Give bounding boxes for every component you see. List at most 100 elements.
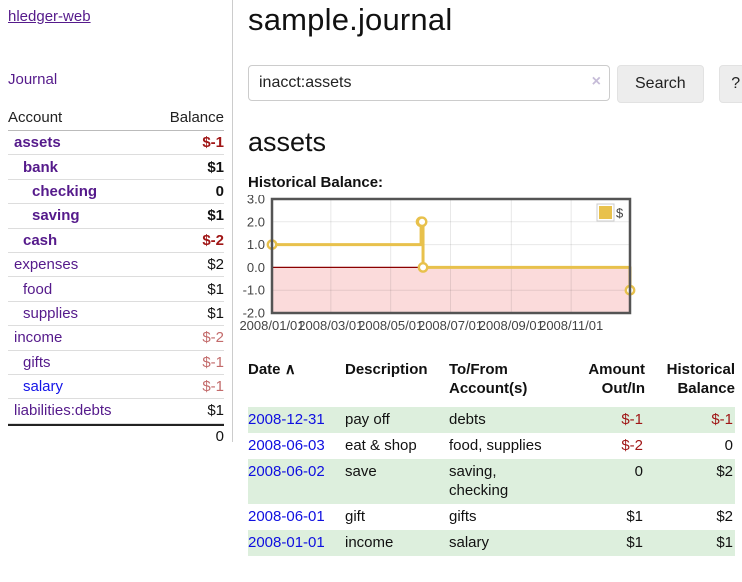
account-link[interactable]: cash	[23, 231, 58, 249]
svg-text:2008/05/01: 2008/05/01	[358, 318, 423, 333]
account-link[interactable]: liabilities:debts	[14, 402, 112, 420]
app-title-link[interactable]: hledger-web	[8, 8, 91, 25]
clear-search-icon[interactable]: ×	[591, 73, 601, 90]
account-link[interactable]: assets	[14, 134, 61, 152]
page-title: sample.journal	[248, 2, 453, 37]
account-balance: $2	[207, 256, 224, 274]
transaction-description: pay off	[345, 411, 390, 428]
account-link[interactable]: food	[23, 280, 53, 298]
account-balance: 0	[215, 182, 224, 200]
sort-ascending-icon: ∧	[284, 361, 296, 378]
svg-text:$: $	[616, 206, 624, 221]
search-form: × Search ?	[248, 65, 742, 103]
accounts-table: Account Balance assets $-1 bank $1 checking 0…	[8, 106, 224, 448]
date-column-header[interactable]: Date ∧	[248, 361, 296, 378]
svg-text:2008/11/01: 2008/11/01	[539, 318, 603, 333]
account-link[interactable]: checking	[32, 182, 98, 200]
svg-text:-1.0: -1.0	[243, 283, 265, 298]
transaction-balance: $2	[716, 508, 733, 525]
transaction-row[interactable]: 2008-06-02 save saving, checking 0 $2	[248, 459, 735, 504]
svg-text:0.0: 0.0	[247, 260, 265, 275]
transaction-date-link[interactable]: 2008-06-02	[248, 463, 325, 480]
account-balance: $-1	[202, 134, 224, 152]
main-content: sample.journal × Search ? assets Histori…	[233, 0, 742, 582]
account-row: gifts $-1	[8, 351, 224, 375]
account-row: bank $1	[8, 155, 224, 180]
transaction-balance: $2	[716, 463, 733, 480]
account-row: expenses $2	[8, 253, 224, 278]
sidebar-item-journal[interactable]: Journal	[8, 71, 58, 88]
transaction-accounts: salary	[449, 534, 490, 551]
transaction-row[interactable]: 2008-12-31 pay off debts $-1 $-1	[248, 407, 735, 433]
account-link[interactable]: salary	[23, 378, 64, 396]
account-row: checking 0	[8, 180, 224, 205]
account-link[interactable]: income	[14, 329, 63, 347]
account-link[interactable]: gifts	[23, 353, 51, 371]
register-header-row: Date ∧ Description To/From Account(s) Amo…	[248, 360, 735, 407]
transaction-date-link[interactable]: 2008-06-03	[248, 437, 325, 454]
chart-canvas: 3.0 2.0 1.0 0.0 -1.0 -2.02008/01/012008/03/01…	[239, 192, 636, 333]
account-row: income $-2	[8, 326, 224, 351]
transaction-accounts: debts	[449, 411, 486, 428]
accounts-table-body: assets $-1 bank $1 checking 0 saving $1 cash $-2 e…	[8, 131, 224, 424]
transaction-amount: $1	[626, 508, 643, 525]
account-link[interactable]: expenses	[14, 256, 79, 274]
account-balance: $1	[207, 158, 224, 176]
account-heading: assets	[248, 127, 327, 157]
svg-text:3.0: 3.0	[247, 195, 265, 207]
svg-text:1.0: 1.0	[247, 237, 265, 252]
accounts-total-value: 0	[215, 428, 224, 446]
transaction-description: income	[345, 534, 394, 551]
transaction-accounts: food, supplies	[449, 437, 542, 454]
account-balance: $1	[207, 280, 224, 298]
account-link[interactable]: bank	[23, 158, 59, 176]
sidebar: hledger-web Journal Account Balance asse…	[0, 0, 233, 445]
accounts-total-row: 0	[8, 423, 224, 448]
search-input[interactable]	[248, 65, 610, 101]
description-column-header: Description	[345, 361, 428, 378]
account-row: saving $1	[8, 204, 224, 229]
account-row: food $1	[8, 277, 224, 302]
svg-text:2008/09/01: 2008/09/01	[479, 318, 544, 333]
transaction-accounts: gifts	[449, 508, 477, 525]
transaction-amount: $1	[626, 534, 643, 551]
account-balance: $-1	[202, 353, 224, 371]
transaction-amount: $-1	[621, 411, 643, 428]
transaction-row[interactable]: 2008-06-01 gift gifts $1 $2	[248, 504, 735, 530]
transaction-amount: 0	[634, 463, 643, 480]
account-link[interactable]: supplies	[23, 304, 79, 322]
account-row: cash $-2	[8, 229, 224, 253]
account-balance: $-2	[202, 329, 224, 347]
account-balance: $1	[207, 207, 224, 225]
accounts-table-header: Account Balance	[8, 106, 224, 131]
transaction-balance: 0	[724, 437, 733, 454]
transaction-date-link[interactable]: 2008-01-01	[248, 534, 325, 551]
transaction-amount: $-2	[621, 437, 643, 454]
svg-text:-2.0: -2.0	[243, 306, 265, 321]
search-button[interactable]: Search	[617, 65, 704, 103]
svg-text:2008/01/01: 2008/01/01	[239, 318, 304, 333]
account-balance: $1	[207, 402, 224, 420]
transaction-date-link[interactable]: 2008-12-31	[248, 411, 325, 428]
register-table: Date ∧ Description To/From Account(s) Amo…	[248, 360, 735, 556]
account-balance: $-2	[202, 231, 224, 249]
register-table-body: 2008-12-31 pay off debts $-1 $-1 2008-06-03 ea…	[248, 407, 735, 556]
balance-column-header: Historical Balance	[666, 361, 735, 397]
transaction-balance: $1	[716, 534, 733, 551]
account-row: supplies $1	[8, 302, 224, 327]
svg-text:2008/07/01: 2008/07/01	[418, 318, 483, 333]
transaction-description: gift	[345, 508, 366, 525]
transaction-row[interactable]: 2008-06-03 eat & shop food, supplies $-2 0	[248, 433, 735, 459]
transaction-date-link[interactable]: 2008-06-01	[248, 508, 325, 525]
balance-column-header: Balance	[169, 109, 224, 126]
help-button[interactable]: ?	[718, 65, 742, 103]
account-link[interactable]: saving	[32, 207, 80, 225]
account-row: liabilities:debts $1	[8, 399, 224, 424]
transaction-description: eat & shop	[345, 437, 417, 454]
account-balance: $-1	[202, 378, 224, 396]
account-balance: $1	[207, 304, 224, 322]
svg-text:2008/03/01: 2008/03/01	[298, 318, 363, 333]
account-column-header: To/From Account(s)	[449, 361, 528, 397]
transaction-balance: $-1	[711, 411, 733, 428]
transaction-row[interactable]: 2008-01-01 income salary $1 $1	[248, 530, 735, 556]
